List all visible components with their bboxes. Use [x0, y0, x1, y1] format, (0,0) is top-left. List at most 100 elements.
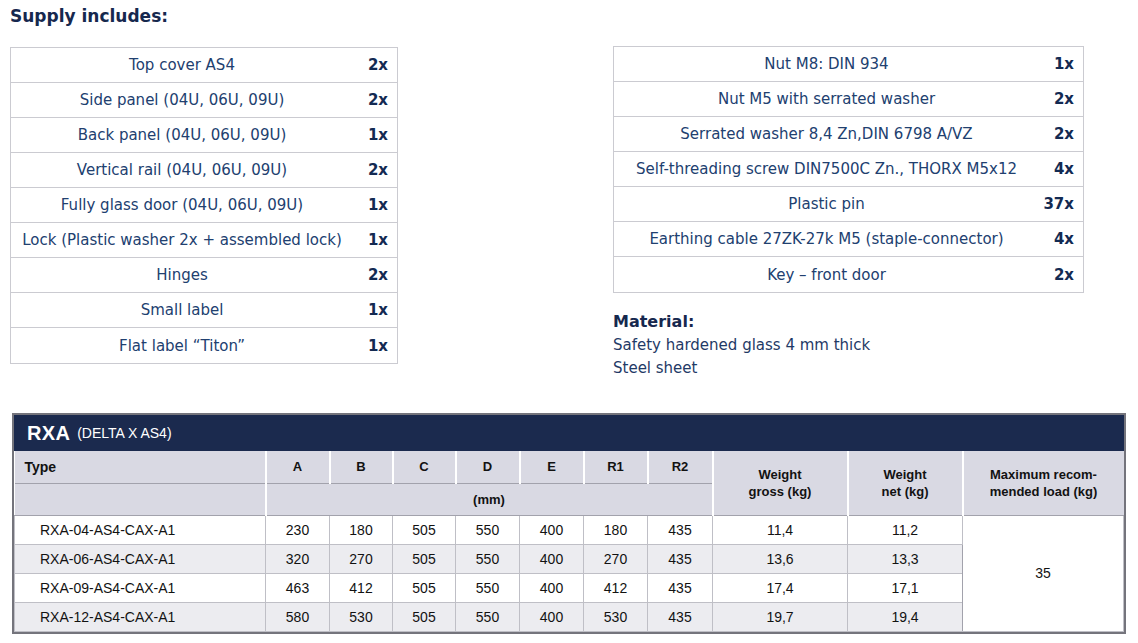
dim-r1-cell: 412 [584, 573, 648, 602]
column-header-r2: R2 [648, 451, 713, 483]
dim-a-cell: 463 [266, 573, 330, 602]
dim-c-cell: 505 [393, 573, 456, 602]
max-load-cell: 35 [963, 515, 1124, 631]
weight-net-cell: 11,2 [848, 515, 963, 544]
dim-d-cell: 550 [456, 602, 520, 631]
type-cell: RXA-06-AS4-CAX-A1 [15, 544, 266, 573]
unit-row-spacer [15, 483, 266, 515]
supply-item-qty: 1x [353, 301, 397, 319]
dim-b-cell: 530 [330, 602, 393, 631]
spec-table-title: RXA [27, 422, 70, 445]
dim-d-cell: 550 [456, 544, 520, 573]
supply-item-qty: 1x [353, 196, 397, 214]
supply-item-label: Earthing cable 27ZK-27k M5 (staple-conne… [614, 230, 1039, 248]
spec-table: Type A B C D E R1 R2 Weight gross (kg) W… [14, 451, 1124, 632]
supply-item-qty: 2x [353, 91, 397, 109]
datasheet-page: Supply includes: Top cover AS4 2x Side p… [0, 0, 1138, 643]
dim-b-cell: 270 [330, 544, 393, 573]
weight-net-cell: 13,3 [848, 544, 963, 573]
supply-row: Key – front door 2x [614, 257, 1083, 292]
dim-r1-cell: 270 [584, 544, 648, 573]
dim-r2-cell: 435 [648, 544, 713, 573]
supply-row: Top cover AS4 2x [11, 48, 397, 83]
dim-e-cell: 400 [520, 573, 584, 602]
supply-table-right: Nut M8: DIN 934 1x Nut M5 with serrated … [613, 46, 1084, 293]
column-header-e: E [520, 451, 584, 483]
supply-item-qty: 1x [1039, 55, 1083, 73]
supply-item-qty: 1x [353, 337, 397, 355]
supply-row: Serrated washer 8,4 Zn,DIN 6798 A/VZ 2x [614, 117, 1083, 152]
unit-label: (mm) [266, 483, 713, 515]
dim-r1-cell: 180 [584, 515, 648, 544]
weight-gross-cell: 19,7 [713, 602, 848, 631]
supply-item-label: Top cover AS4 [11, 56, 353, 74]
column-header-b: B [330, 451, 393, 483]
supply-row: Nut M5 with serrated washer 2x [614, 82, 1083, 117]
dim-a-cell: 230 [266, 515, 330, 544]
weight-gross-cell: 11,4 [713, 515, 848, 544]
supply-row: Side panel (04U, 06U, 09U) 2x [11, 83, 397, 118]
supply-item-label: Lock (Plastic washer 2x + assembled lock… [11, 231, 353, 249]
column-header-type: Type [15, 451, 266, 483]
supply-row: Lock (Plastic washer 2x + assembled lock… [11, 223, 397, 258]
supply-row: Fully glass door (04U, 06U, 09U) 1x [11, 188, 397, 223]
type-cell: RXA-09-AS4-CAX-A1 [15, 573, 266, 602]
column-header-d: D [456, 451, 520, 483]
type-cell: RXA-04-AS4-CAX-A1 [15, 515, 266, 544]
dim-r2-cell: 435 [648, 573, 713, 602]
supply-item-label: Plastic pin [614, 195, 1039, 213]
dim-c-cell: 505 [393, 602, 456, 631]
supply-item-qty: 2x [353, 161, 397, 179]
supply-item-qty: 2x [1039, 266, 1083, 284]
dim-r2-cell: 435 [648, 602, 713, 631]
supply-row: Earthing cable 27ZK-27k M5 (staple-conne… [614, 222, 1083, 257]
material-heading: Material: [613, 312, 870, 331]
supply-item-label: Back panel (04U, 06U, 09U) [11, 126, 353, 144]
supply-row: Back panel (04U, 06U, 09U) 1x [11, 118, 397, 153]
supply-item-qty: 4x [1039, 230, 1083, 248]
supply-item-qty: 2x [353, 56, 397, 74]
table-row: RXA-09-AS4-CAX-A1 463 412 505 550 400 41… [15, 573, 1124, 602]
spec-table-container: RXA (DELTA X AS4) Type A B C D E R1 R2 W… [12, 413, 1126, 634]
supply-item-label: Self-threading screw DIN7500C Zn., THORX… [614, 160, 1039, 178]
dim-b-cell: 180 [330, 515, 393, 544]
weight-gross-cell: 17,4 [713, 573, 848, 602]
supply-table-left: Top cover AS4 2x Side panel (04U, 06U, 0… [10, 47, 398, 364]
column-header-max-load: Maximum recom- mended load (kg) [963, 451, 1124, 515]
supply-row: Vertical rail (04U, 06U, 09U) 2x [11, 153, 397, 188]
column-header-weight-gross: Weight gross (kg) [713, 451, 848, 515]
supply-item-label: Hinges [11, 266, 353, 284]
supply-row: Nut M8: DIN 934 1x [614, 47, 1083, 82]
supply-item-label: Key – front door [614, 266, 1039, 284]
column-header-a: A [266, 451, 330, 483]
column-header-r1: R1 [584, 451, 648, 483]
supply-row: Hinges 2x [11, 258, 397, 293]
supply-item-label: Nut M5 with serrated washer [614, 90, 1039, 108]
supply-row: Flat label “Titon” 1x [11, 328, 397, 363]
table-row: RXA-04-AS4-CAX-A1 230 180 505 550 400 18… [15, 515, 1124, 544]
spec-table-subtitle: (DELTA X AS4) [77, 425, 171, 441]
supply-row: Self-threading screw DIN7500C Zn., THORX… [614, 152, 1083, 187]
supply-item-qty: 1x [353, 126, 397, 144]
dim-c-cell: 505 [393, 544, 456, 573]
supply-item-label: Fully glass door (04U, 06U, 09U) [11, 196, 353, 214]
page-title: Supply includes: [10, 6, 168, 26]
spec-header-row: Type A B C D E R1 R2 Weight gross (kg) W… [15, 451, 1124, 483]
material-section: Material: Safety hardened glass 4 mm thi… [613, 312, 870, 380]
type-cell: RXA-12-AS4-CAX-A1 [15, 602, 266, 631]
dim-b-cell: 412 [330, 573, 393, 602]
table-row: RXA-12-AS4-CAX-A1 580 530 505 550 400 53… [15, 602, 1124, 631]
supply-item-label: Nut M8: DIN 934 [614, 55, 1039, 73]
dim-a-cell: 580 [266, 602, 330, 631]
supply-item-qty: 4x [1039, 160, 1083, 178]
supply-item-qty: 2x [353, 266, 397, 284]
supply-item-label: Side panel (04U, 06U, 09U) [11, 91, 353, 109]
spec-table-title-bar: RXA (DELTA X AS4) [14, 415, 1124, 451]
dim-r2-cell: 435 [648, 515, 713, 544]
supply-item-label: Flat label “Titon” [11, 337, 353, 355]
material-line: Safety hardened glass 4 mm thick [613, 334, 870, 357]
table-row: RXA-06-AS4-CAX-A1 320 270 505 550 400 27… [15, 544, 1124, 573]
column-header-weight-net: Weight net (kg) [848, 451, 963, 515]
supply-item-qty: 2x [1039, 90, 1083, 108]
dim-a-cell: 320 [266, 544, 330, 573]
